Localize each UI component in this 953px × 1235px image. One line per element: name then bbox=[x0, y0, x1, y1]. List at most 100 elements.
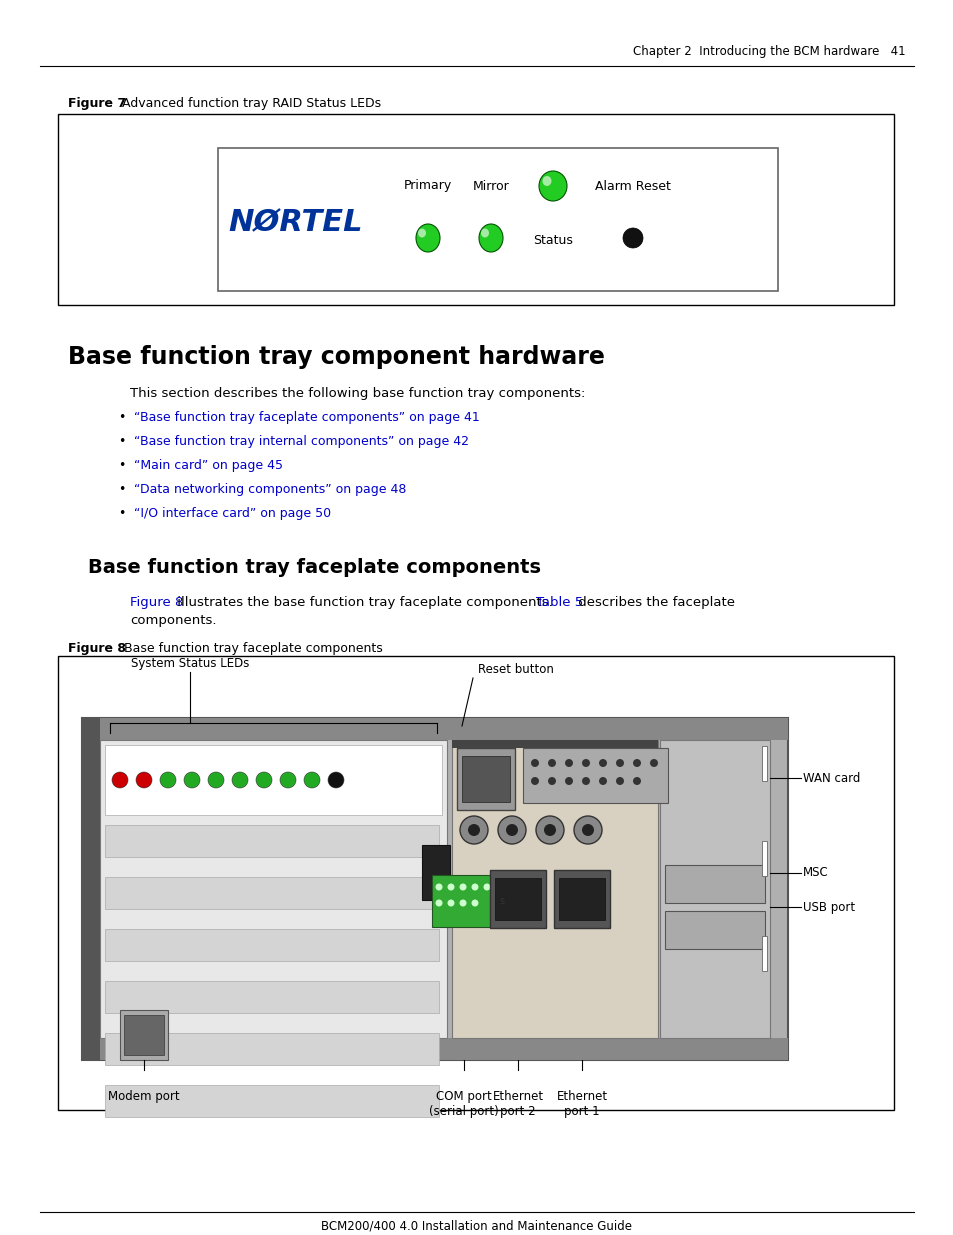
Bar bbox=[82, 718, 100, 1060]
Circle shape bbox=[459, 899, 466, 906]
Circle shape bbox=[581, 760, 589, 767]
Circle shape bbox=[483, 883, 490, 890]
Bar bbox=[105, 825, 438, 857]
Bar bbox=[105, 1086, 438, 1116]
Circle shape bbox=[622, 228, 642, 248]
Circle shape bbox=[160, 772, 175, 788]
Circle shape bbox=[564, 760, 573, 767]
Bar bbox=[452, 740, 658, 1037]
Text: Chapter 2  Introducing the BCM hardware   41: Chapter 2 Introducing the BCM hardware 4… bbox=[633, 46, 905, 58]
Ellipse shape bbox=[480, 228, 489, 237]
Circle shape bbox=[112, 772, 128, 788]
Text: Figure 8: Figure 8 bbox=[130, 597, 183, 609]
Bar bbox=[105, 745, 441, 815]
Circle shape bbox=[616, 760, 623, 767]
Circle shape bbox=[468, 824, 479, 836]
Text: Base function tray component hardware: Base function tray component hardware bbox=[68, 345, 604, 369]
Text: “Base function tray faceplate components” on page 41: “Base function tray faceplate components… bbox=[133, 411, 479, 424]
Text: WAN card: WAN card bbox=[802, 772, 860, 784]
Bar bbox=[461, 756, 510, 802]
Circle shape bbox=[184, 772, 200, 788]
Text: “I/O interface card” on page 50: “I/O interface card” on page 50 bbox=[133, 508, 331, 520]
Circle shape bbox=[232, 772, 248, 788]
Bar bbox=[105, 981, 438, 1013]
Text: COM port
(serial port): COM port (serial port) bbox=[429, 1091, 498, 1118]
Bar bbox=[452, 740, 658, 748]
Text: Primary: Primary bbox=[403, 179, 452, 193]
Text: •: • bbox=[118, 508, 126, 520]
Circle shape bbox=[328, 772, 344, 788]
Bar bbox=[120, 1010, 168, 1060]
Circle shape bbox=[304, 772, 319, 788]
Text: •: • bbox=[118, 483, 126, 496]
Bar bbox=[100, 1037, 787, 1060]
Circle shape bbox=[531, 777, 538, 785]
Text: Base function tray faceplate components: Base function tray faceplate components bbox=[112, 642, 382, 655]
Bar bbox=[664, 864, 764, 903]
Circle shape bbox=[649, 760, 658, 767]
Text: Table 5: Table 5 bbox=[536, 597, 582, 609]
Ellipse shape bbox=[417, 228, 426, 237]
Bar bbox=[432, 876, 497, 927]
Bar bbox=[421, 845, 450, 900]
Circle shape bbox=[531, 760, 538, 767]
Circle shape bbox=[447, 899, 454, 906]
Text: Figure 7: Figure 7 bbox=[68, 96, 126, 110]
Circle shape bbox=[581, 824, 594, 836]
Bar bbox=[761, 841, 766, 876]
Text: Advanced function tray RAID Status LEDs: Advanced function tray RAID Status LEDs bbox=[110, 96, 381, 110]
Text: Figure 8: Figure 8 bbox=[68, 642, 126, 655]
Circle shape bbox=[280, 772, 295, 788]
Bar bbox=[82, 718, 787, 1060]
Circle shape bbox=[616, 777, 623, 785]
Circle shape bbox=[255, 772, 272, 788]
Bar bbox=[105, 929, 438, 961]
Circle shape bbox=[505, 824, 517, 836]
Text: •: • bbox=[118, 459, 126, 472]
Text: Alarm Reset: Alarm Reset bbox=[595, 179, 670, 193]
Text: USB port: USB port bbox=[802, 900, 854, 914]
Bar bbox=[522, 748, 667, 803]
Circle shape bbox=[581, 777, 589, 785]
Bar bbox=[664, 911, 764, 948]
Text: This section describes the following base function tray components:: This section describes the following bas… bbox=[130, 387, 585, 400]
Circle shape bbox=[536, 816, 563, 844]
Bar bbox=[100, 718, 787, 740]
Text: System Status LEDs: System Status LEDs bbox=[131, 657, 249, 671]
Bar bbox=[100, 740, 447, 1037]
Text: illustrates the base function tray faceplate components.: illustrates the base function tray facep… bbox=[172, 597, 557, 609]
Circle shape bbox=[543, 824, 556, 836]
Circle shape bbox=[598, 760, 606, 767]
Circle shape bbox=[435, 899, 442, 906]
Circle shape bbox=[598, 777, 606, 785]
Circle shape bbox=[564, 777, 573, 785]
Bar bbox=[218, 148, 778, 158]
Bar bbox=[659, 740, 769, 1037]
Bar bbox=[456, 748, 515, 810]
Circle shape bbox=[574, 816, 601, 844]
Bar bbox=[124, 1015, 164, 1055]
Text: •: • bbox=[118, 411, 126, 424]
Text: MSC: MSC bbox=[802, 867, 828, 879]
Text: Reset button: Reset button bbox=[477, 663, 554, 676]
Text: Ethernet
port 2: Ethernet port 2 bbox=[492, 1091, 543, 1118]
Ellipse shape bbox=[542, 177, 551, 186]
Text: Status: Status bbox=[533, 235, 573, 247]
FancyBboxPatch shape bbox=[58, 656, 893, 1110]
Bar bbox=[554, 869, 609, 927]
Circle shape bbox=[459, 816, 488, 844]
Text: s: s bbox=[498, 897, 503, 906]
Bar bbox=[490, 869, 545, 927]
Circle shape bbox=[471, 883, 478, 890]
Text: NØRTEL: NØRTEL bbox=[228, 209, 362, 237]
Circle shape bbox=[497, 816, 525, 844]
Circle shape bbox=[471, 899, 478, 906]
Circle shape bbox=[208, 772, 224, 788]
Text: Base function tray faceplate components: Base function tray faceplate components bbox=[88, 558, 540, 577]
Text: Modem port: Modem port bbox=[108, 1091, 179, 1103]
Text: “Main card” on page 45: “Main card” on page 45 bbox=[133, 459, 283, 472]
Circle shape bbox=[633, 760, 640, 767]
Circle shape bbox=[459, 883, 466, 890]
Ellipse shape bbox=[478, 224, 502, 252]
Bar bbox=[558, 878, 604, 920]
